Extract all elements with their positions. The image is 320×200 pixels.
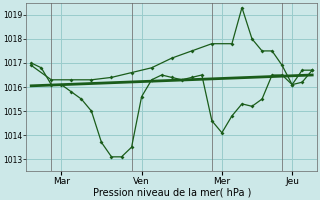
- X-axis label: Pression niveau de la mer( hPa ): Pression niveau de la mer( hPa ): [92, 187, 251, 197]
